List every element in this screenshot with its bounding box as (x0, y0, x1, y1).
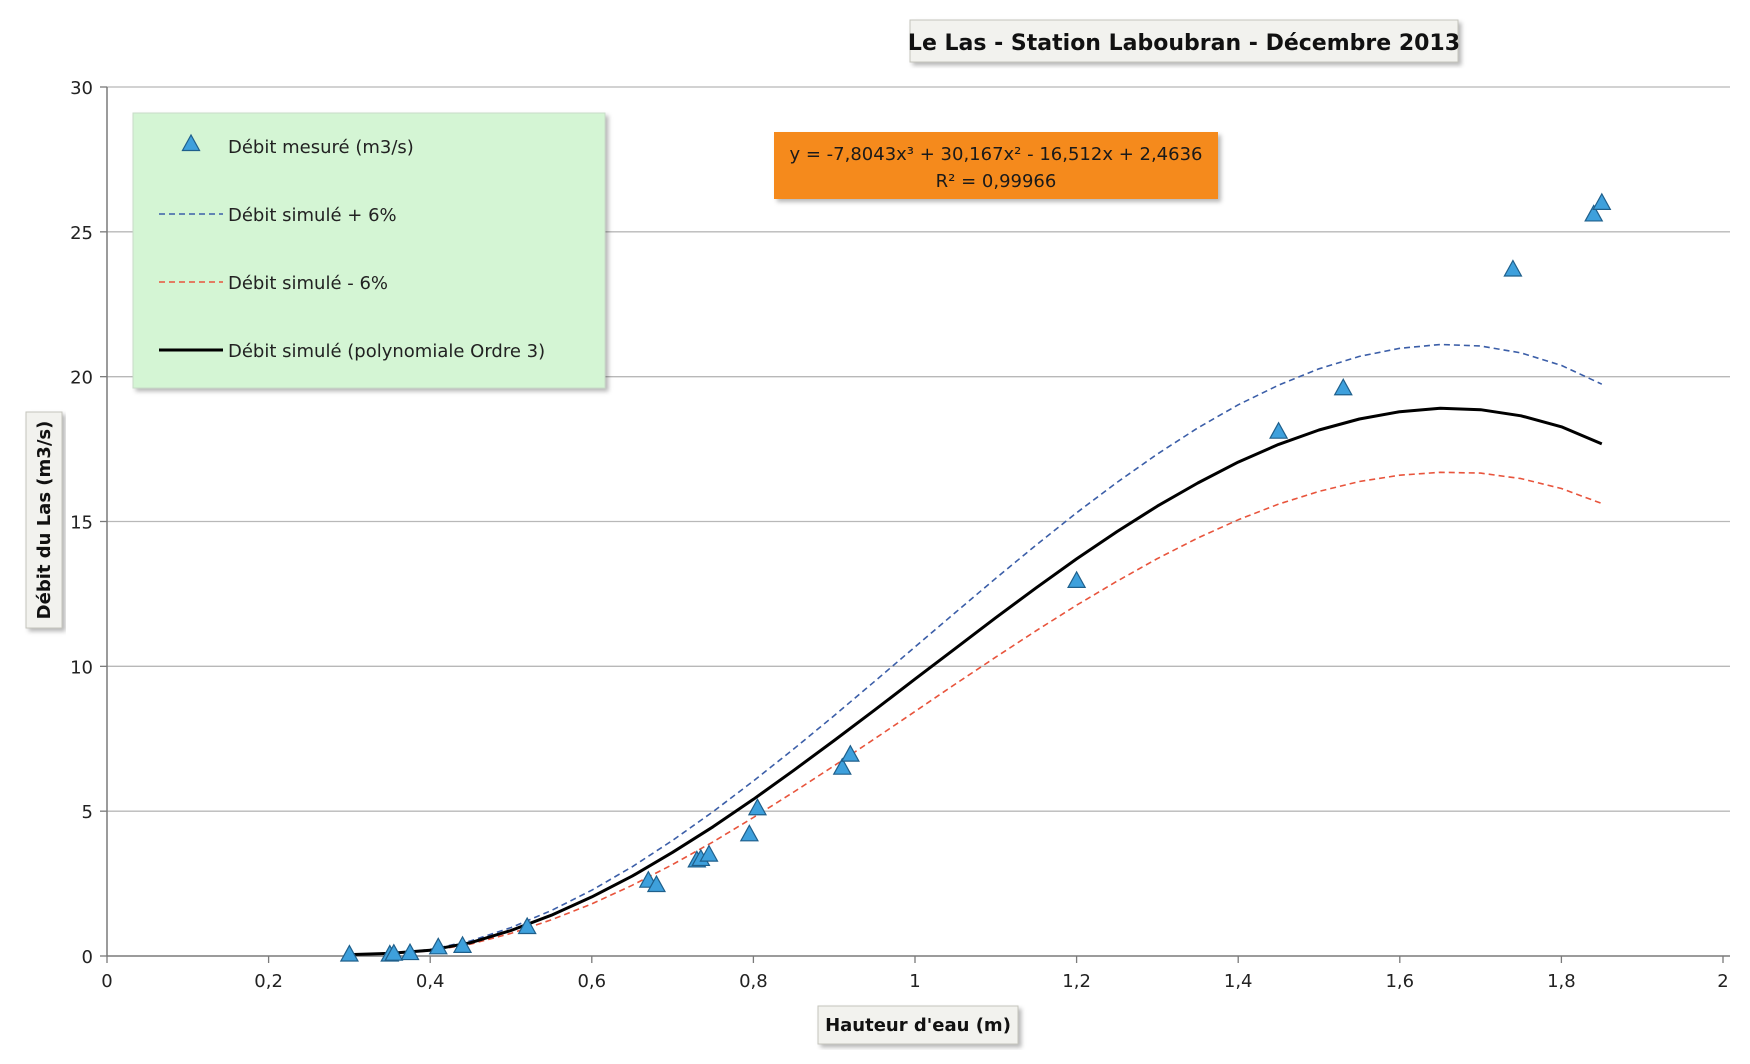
data-point (646, 874, 667, 893)
data-point (428, 937, 448, 955)
data-point (1333, 378, 1353, 396)
x-tick-label: 1,8 (1547, 971, 1576, 992)
x-tick-label: 0,4 (416, 971, 445, 992)
data-point (1592, 192, 1612, 210)
y-tick-label: 20 (70, 368, 93, 389)
x-axis-label: Hauteur d'eau (m) (825, 1015, 1011, 1036)
x-tick-label: 1 (909, 971, 920, 992)
data-point (1584, 204, 1604, 222)
data-point (739, 824, 759, 842)
data-point (384, 943, 404, 961)
data-point (832, 757, 852, 775)
y-tick-label: 15 (70, 513, 93, 534)
series-plus6-line (349, 343, 1603, 956)
legend: Débit mesuré (m3/s) Débit simulé + 6% Débi… (132, 112, 606, 389)
data-point (747, 798, 768, 816)
measured-points (339, 192, 1612, 962)
series-lines (349, 343, 1603, 957)
equation-box: y = -7,8043x³ + 30,167x² - 16,512x + 2,4… (774, 132, 1218, 199)
legend-box (132, 112, 606, 389)
data-point (400, 942, 420, 961)
y-tick-label: 30 (70, 78, 93, 99)
legend-label: Débit simulé (polynomiale Ordre 3) (228, 341, 545, 362)
x-tick-label: 0 (101, 971, 112, 992)
series-poly-line (349, 406, 1603, 957)
x-tick-label: 0,6 (577, 971, 606, 992)
legend-marker (181, 133, 201, 152)
legend-label: Débit mesuré (m3/s) (228, 137, 414, 158)
data-point (840, 744, 860, 762)
y-tick-label: 10 (70, 657, 93, 678)
y-tick-label: 25 (70, 223, 93, 244)
series-minus6-line (349, 471, 1603, 956)
x-tick-label: 1,4 (1224, 971, 1253, 992)
y-axis-label: Débit du Las (m3/s) (34, 421, 55, 620)
legend-label: Débit simulé + 6% (228, 205, 397, 226)
data-point (699, 844, 719, 862)
x-tick-label: 1,2 (1062, 971, 1091, 992)
legend-label: Débit simulé - 6% (228, 273, 388, 294)
x-axis-label-box: Hauteur d'eau (m) (817, 1005, 1019, 1045)
data-point (452, 935, 473, 953)
equation-line-2: R² = 0,99966 (936, 171, 1057, 192)
y-tick-labels: 0 5 10 15 20 25 30 (70, 78, 107, 968)
y-tick-label: 5 (82, 802, 93, 823)
y-tick-label: 0 (82, 947, 93, 968)
data-point (1067, 570, 1087, 588)
x-tick-labels: 0 0,2 0,4 0,6 0,8 1 1,2 1,4 1,6 1,8 2 (101, 956, 1729, 992)
x-tick-label: 0,2 (254, 971, 283, 992)
chart-title: Le Las - Station Laboubran - Décembre 20… (908, 31, 1460, 56)
data-point (339, 944, 359, 962)
x-tick-label: 0,8 (739, 971, 768, 992)
y-axis-label-box: Débit du Las (m3/s) (25, 411, 63, 629)
x-tick-label: 2 (1717, 971, 1728, 992)
data-point (1503, 259, 1523, 277)
data-point (1269, 421, 1289, 439)
chart-title-box: Le Las - Station Laboubran - Décembre 20… (908, 19, 1460, 63)
data-point (517, 916, 537, 935)
equation-line-1: y = -7,8043x³ + 30,167x² - 16,512x + 2,4… (790, 144, 1203, 165)
x-tick-label: 1,6 (1385, 971, 1414, 992)
